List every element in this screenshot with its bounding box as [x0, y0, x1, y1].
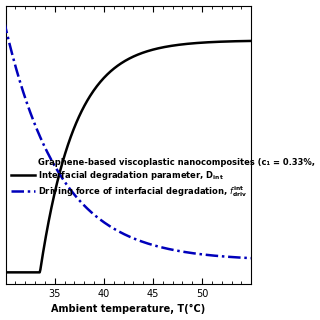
Legend: Graphene-based viscoplastic nanocomposites (c₁ = 0.33%,, Interfacial degradation: Graphene-based viscoplastic nanocomposit…	[10, 156, 317, 200]
X-axis label: Ambient temperature, T(°C): Ambient temperature, T(°C)	[51, 304, 205, 315]
